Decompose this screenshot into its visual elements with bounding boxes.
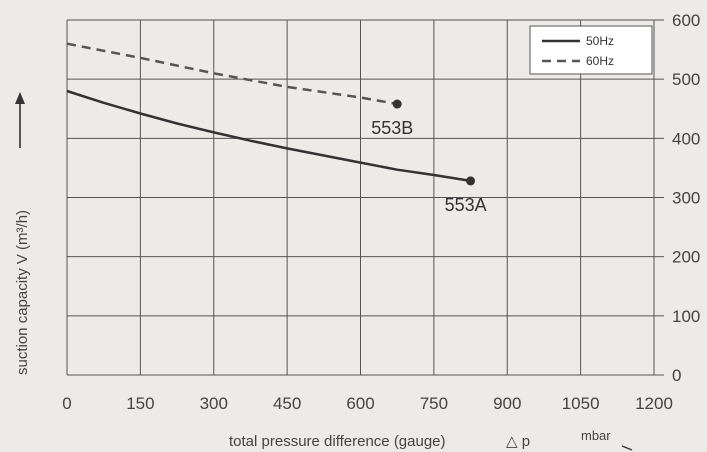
series-lines xyxy=(66,42,476,186)
x-tick-label: 600 xyxy=(346,394,374,413)
x-tick-label: 450 xyxy=(273,394,301,413)
x-axis-symbol: △ p xyxy=(506,433,530,450)
end-label-553B: 553B xyxy=(371,118,413,138)
y-tick-label: 0 xyxy=(672,366,681,385)
y-tick-labels: 0 100 200 300 400 500 600 xyxy=(672,11,700,385)
x-axis-label: total pressure difference (gauge) xyxy=(229,433,446,450)
end-label-553A: 553A xyxy=(445,195,487,215)
y-tick-label: 100 xyxy=(672,307,700,326)
x-tick-label: 1200 xyxy=(635,394,673,413)
x-tick-label: 150 xyxy=(126,394,154,413)
y-tick-label: 600 xyxy=(672,11,700,30)
legend-box xyxy=(529,25,653,75)
x-axis-unit: mbar xyxy=(581,428,611,443)
legend-label-60Hz: 60Hz xyxy=(586,54,614,68)
x-tick-labels: 0 150 300 450 600 750 900 1050 1200 xyxy=(62,394,673,413)
y-tick-label: 300 xyxy=(672,189,700,208)
legend: 50Hz 60Hz xyxy=(529,25,653,75)
y-axis-arrow-icon xyxy=(15,92,25,104)
series-endpoint-60Hz xyxy=(392,99,402,109)
y-axis-label: suction capacity V (m³/h) xyxy=(14,210,31,375)
series-line-60Hz xyxy=(66,42,398,106)
end-labels: 553A 553B xyxy=(371,118,486,215)
grid xyxy=(66,19,664,376)
series-line-50Hz xyxy=(66,89,471,183)
x-axis-title: total pressure difference (gauge) △ p mb… xyxy=(229,428,633,451)
series-endpoint-50Hz xyxy=(466,176,476,186)
x-tick-label: 0 xyxy=(62,394,71,413)
x-tick-label: 750 xyxy=(420,394,448,413)
x-tick-label: 1050 xyxy=(562,394,600,413)
x-axis-arrow-icon xyxy=(621,445,633,451)
y-tick-label: 200 xyxy=(672,248,700,267)
x-tick-label: 300 xyxy=(200,394,228,413)
x-tick-label: 900 xyxy=(493,394,521,413)
legend-label-50Hz: 50Hz xyxy=(586,34,614,48)
y-axis-title: suction capacity V (m³/h) xyxy=(14,92,31,375)
y-tick-label: 400 xyxy=(672,129,700,148)
y-tick-label: 500 xyxy=(672,70,700,89)
